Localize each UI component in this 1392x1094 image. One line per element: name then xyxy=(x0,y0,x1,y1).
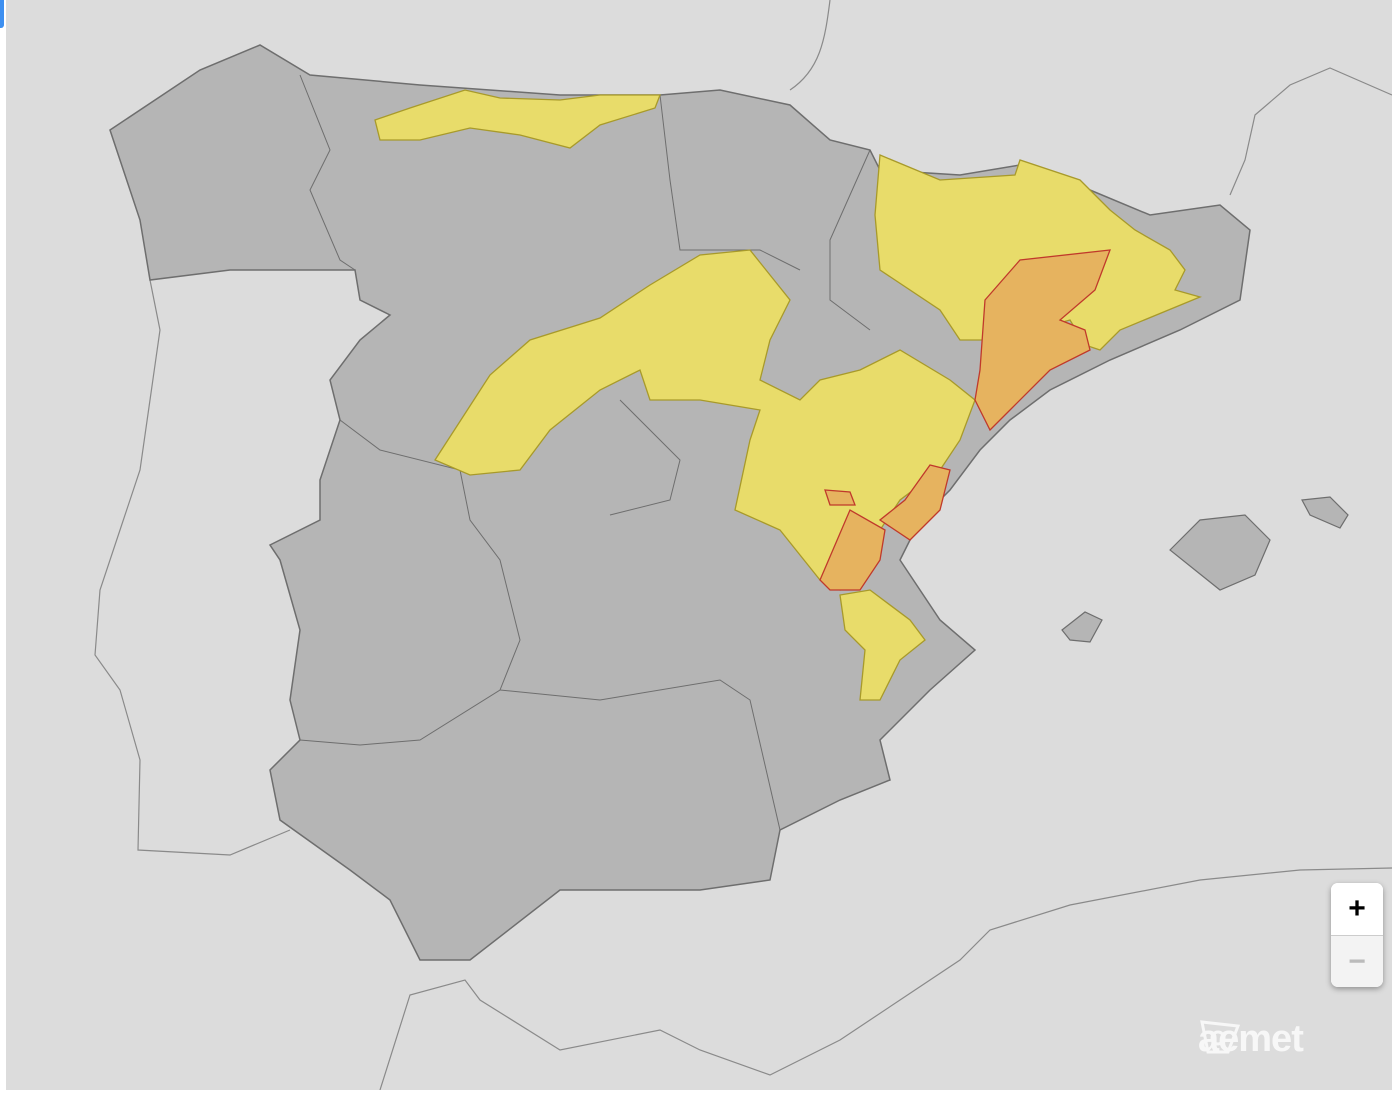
aemet-logo: aemet xyxy=(1198,1018,1304,1061)
yellow-zone-cantabrian xyxy=(374,89,661,149)
neighbor-coastlines xyxy=(94,0,1392,1090)
ibiza xyxy=(1061,611,1103,643)
region-borders xyxy=(299,74,871,831)
zoom-controls: + − xyxy=(1331,883,1383,987)
orange-zone-east-2 xyxy=(819,509,886,591)
portugal-coast xyxy=(94,279,291,856)
yellow-zone-pyrenees xyxy=(874,154,1202,351)
menorca xyxy=(1301,496,1349,529)
zoom-in-button[interactable]: + xyxy=(1331,883,1383,936)
france-coast xyxy=(789,0,831,91)
map-canvas xyxy=(94,0,1392,1090)
mallorca xyxy=(1169,514,1271,591)
weather-warning-map[interactable]: + − aemet xyxy=(6,0,1392,1090)
warning-zones[interactable] xyxy=(374,89,1202,701)
orange-zone-east-1 xyxy=(878,464,951,541)
window-edge-indicator xyxy=(0,0,4,28)
aemet-logo-icon xyxy=(1200,1020,1241,1054)
africa-coast xyxy=(379,867,1392,1090)
france-mediterranean-coast xyxy=(1229,67,1392,196)
yellow-zone-southeast xyxy=(839,589,926,701)
zoom-out-button[interactable]: − xyxy=(1331,936,1383,987)
orange-zone-small xyxy=(824,489,856,506)
balearic-islands xyxy=(1061,496,1349,643)
orange-zone-northeast xyxy=(974,249,1111,432)
